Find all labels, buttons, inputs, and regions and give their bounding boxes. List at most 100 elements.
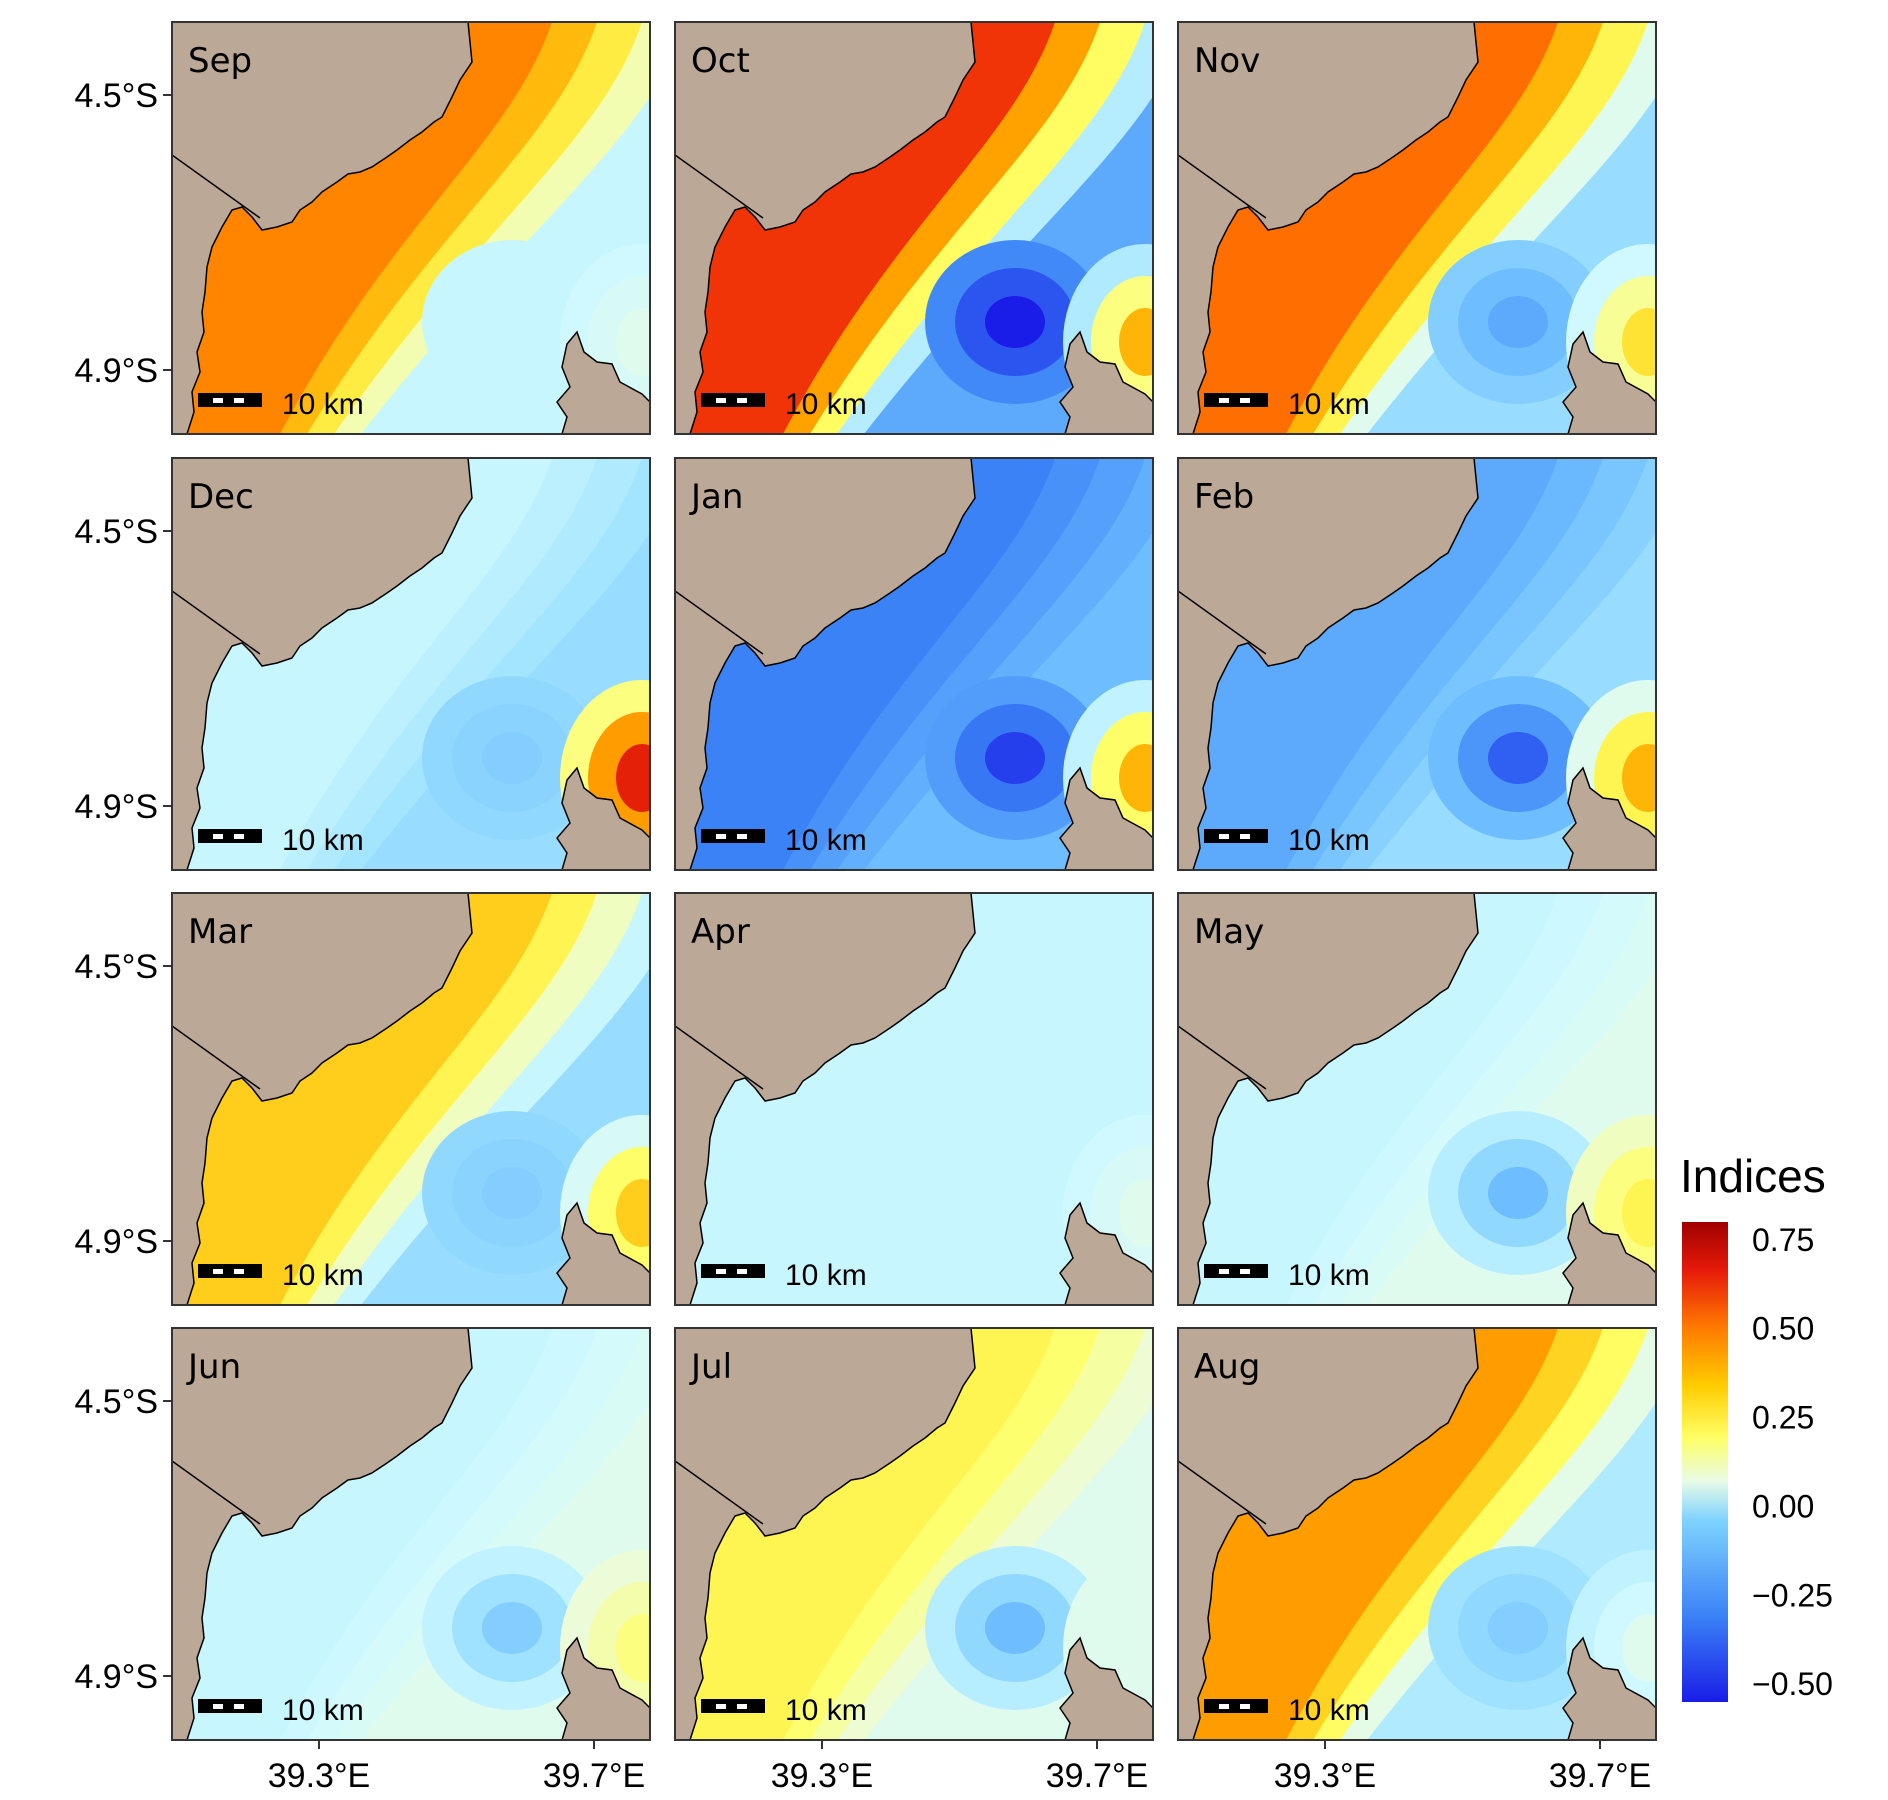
lon-label: 39.3°E: [771, 1757, 873, 1795]
land-mass: [172, 1328, 473, 1740]
island: [556, 766, 650, 870]
longitude-axis: 39.3°E 39.7°E 39.3°E 39.7°E 39.3°E 39.7°E: [268, 1740, 1651, 1795]
legend-tick-label: −0.25: [1752, 1577, 1833, 1613]
panel-frame: [674, 1327, 1154, 1741]
island: [1562, 330, 1656, 434]
legend-tick-label: 0.00: [1752, 1488, 1814, 1524]
scale-bar: 10 km: [1204, 388, 1370, 421]
scale-bar: 10 km: [198, 388, 364, 421]
scale-bar: 10 km: [701, 388, 867, 421]
border-line: [675, 1460, 764, 1525]
island: [1059, 330, 1153, 434]
panel-frame: [1177, 1327, 1657, 1741]
scale-bar-label: 10 km: [785, 1259, 867, 1292]
scale-bar: 10 km: [1204, 1694, 1370, 1727]
scale-bar-label: 10 km: [785, 388, 867, 421]
cold-anomaly: [482, 1167, 542, 1219]
warm-anomaly: [1119, 1179, 1153, 1247]
legend-title: Indices: [1680, 1150, 1826, 1202]
island: [556, 330, 650, 434]
lat-label: 4.5°S: [74, 1383, 158, 1421]
scale-bar: 10 km: [1204, 824, 1370, 857]
border-line: [1178, 590, 1267, 655]
month-label: Oct: [691, 41, 750, 81]
border-line: [1178, 1025, 1267, 1090]
land-mass: [1178, 22, 1479, 434]
cold-anomaly: [985, 732, 1045, 784]
warm-anomaly: [616, 744, 650, 812]
warm-anomaly: [616, 1614, 650, 1682]
scale-bar: 10 km: [701, 824, 867, 857]
warm-anomaly: [1119, 744, 1153, 812]
scale-bar-label: 10 km: [1288, 824, 1370, 857]
scale-bar-label: 10 km: [282, 1259, 364, 1292]
cold-anomaly: [482, 296, 542, 348]
lat-label: 4.9°S: [74, 352, 158, 390]
border-line: [172, 590, 261, 655]
legend-tick-label: 0.75: [1752, 1222, 1814, 1258]
panel-frame: [674, 457, 1154, 871]
scale-bar: 10 km: [701, 1259, 867, 1292]
panel-frame: [1177, 21, 1657, 435]
lon-label: 39.7°E: [543, 1757, 645, 1795]
border-line: [172, 154, 261, 219]
scale-bar-label: 10 km: [785, 1694, 867, 1727]
scale-bar: 10 km: [198, 824, 364, 857]
land-mass: [172, 458, 473, 870]
land-mass: [1178, 893, 1479, 1305]
land-mass: [1178, 1328, 1479, 1740]
warm-anomaly: [616, 308, 650, 376]
scale-bar-label: 10 km: [1288, 1259, 1370, 1292]
cold-anomaly: [985, 1602, 1045, 1654]
month-label: Apr: [691, 912, 750, 952]
legend-colorbar: [1682, 1222, 1728, 1702]
scale-bar-label: 10 km: [785, 824, 867, 857]
month-label: Dec: [188, 477, 254, 517]
land-mass: [675, 893, 976, 1305]
panel-frame: [1177, 892, 1657, 1306]
lat-label: 4.9°S: [74, 1658, 158, 1696]
island: [1059, 1636, 1153, 1740]
map-panel-sep: Sep 10 km: [171, 21, 651, 435]
legend-ticks: 0.75 0.50 0.25 0.00 −0.25 −0.50: [1728, 1222, 1833, 1702]
warm-anomaly: [616, 1179, 650, 1247]
border-line: [675, 590, 764, 655]
land-mass: [1178, 458, 1479, 870]
legend-tick-label: 0.50: [1752, 1311, 1814, 1347]
map-panel-nov: Nov 10 km: [1177, 21, 1657, 435]
lon-label: 39.3°E: [268, 1757, 370, 1795]
map-panel-mar: Mar 10 km: [171, 892, 651, 1306]
warm-anomaly: [1119, 308, 1153, 376]
border-line: [172, 1460, 261, 1525]
land-mass: [675, 22, 976, 434]
legend-tick-label: −0.50: [1752, 1666, 1833, 1702]
panel-frame: [171, 1327, 651, 1741]
island: [1562, 1201, 1656, 1305]
month-label: Sep: [188, 41, 252, 81]
month-label: Nov: [1194, 41, 1260, 81]
cold-anomaly: [1488, 296, 1548, 348]
land-mass: [675, 1328, 976, 1740]
island: [556, 1636, 650, 1740]
warm-anomaly: [1622, 1614, 1656, 1682]
island: [1562, 1636, 1656, 1740]
lat-label: 4.5°S: [74, 513, 158, 551]
month-label: Jun: [186, 1347, 241, 1387]
map-panel-jun: Jun 10 km: [171, 1327, 651, 1741]
cold-anomaly: [482, 1602, 542, 1654]
warm-anomaly: [1119, 1614, 1153, 1682]
latitude-axis: 4.5°S 4.9°S 4.5°S 4.9°S 4.5°S 4.9°S 4.5°S 4.9°S: [74, 77, 172, 1696]
month-label: Jul: [689, 1347, 732, 1387]
lon-label: 39.3°E: [1274, 1757, 1376, 1795]
scale-bar-label: 10 km: [1288, 388, 1370, 421]
cold-anomaly: [985, 1167, 1045, 1219]
warm-anomaly: [1622, 744, 1656, 812]
map-panel-dec: Dec 10 km: [171, 457, 651, 871]
map-panel-feb: Feb 10 km: [1177, 457, 1657, 871]
map-panel-jul: Jul 10 km: [674, 1327, 1154, 1741]
map-panel-oct: Oct 10 km: [674, 21, 1154, 435]
scale-bar: 10 km: [701, 1694, 867, 1727]
scale-bar-label: 10 km: [282, 1694, 364, 1727]
border-line: [1178, 1460, 1267, 1525]
